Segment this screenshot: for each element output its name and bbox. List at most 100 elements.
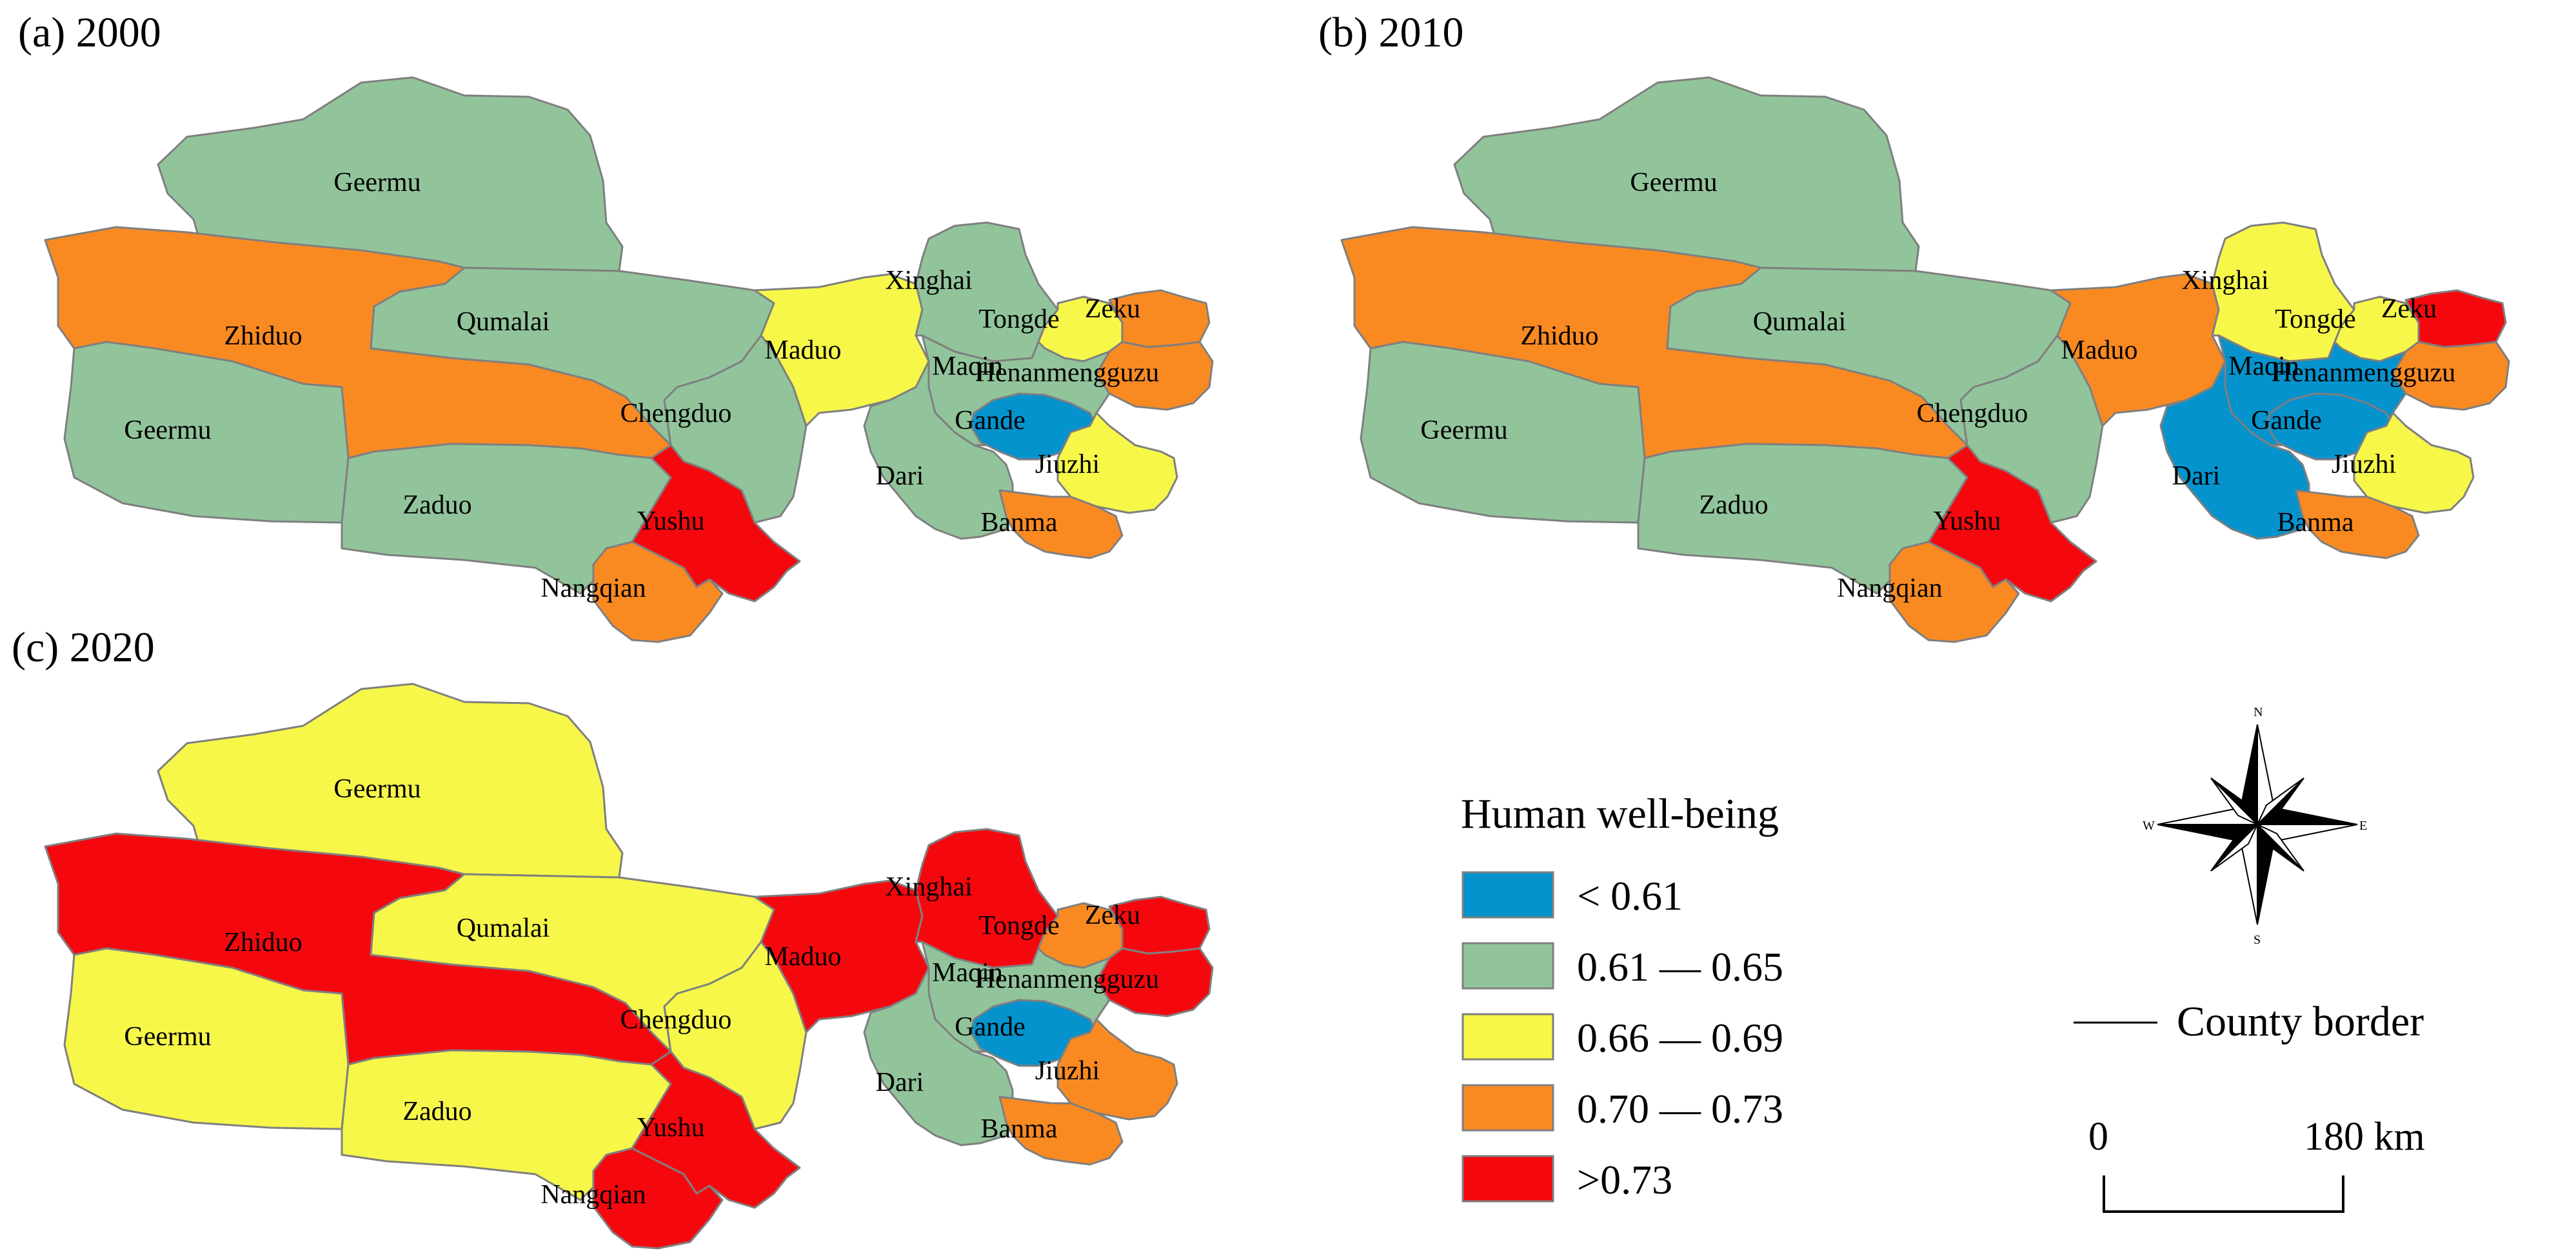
- county-label-zeku: Zeku: [1085, 901, 1140, 930]
- county-label-maduo: Maduo: [2061, 335, 2138, 365]
- scale-bar-line: [2103, 1175, 2344, 1213]
- county-nangqian: [592, 1147, 724, 1250]
- legend-swatch: [1461, 1155, 1554, 1203]
- compass-south-label: S: [2254, 933, 2261, 947]
- county-label-maqin: Maqin: [932, 352, 1003, 381]
- county-label-banma: Banma: [981, 508, 1058, 537]
- county-label-maduo: Maduo: [765, 335, 842, 365]
- county-label-yushu: Yushu: [1933, 506, 2001, 536]
- legend-label: 0.61 — 0.65: [1577, 944, 1783, 990]
- county-jiuzhi: [2353, 412, 2475, 514]
- county-map: Geermu Zhiduo Geermu Qumalai Zaduo Chengduo Yu…: [44, 683, 1214, 1250]
- county-banma: [2295, 489, 2420, 559]
- county-label-tongde: Tongde: [978, 911, 1059, 941]
- county-nangqian: [592, 541, 724, 643]
- county-geermu_n: [157, 76, 624, 272]
- county-label-nangqian: Nangqian: [1837, 574, 1942, 603]
- legend-swatch: [1461, 871, 1554, 919]
- compass-north-label: N: [2254, 705, 2263, 719]
- county-label-jiuzhi: Jiuzhi: [1035, 1056, 1100, 1086]
- county-label-yushu: Yushu: [637, 1113, 704, 1143]
- county-label-jiuzhi: Jiuzhi: [1035, 450, 1100, 479]
- north-arrow-icon: N S E W: [2143, 705, 2367, 947]
- county-label-gande: Gande: [2251, 406, 2322, 435]
- county-zeku: [1108, 895, 1211, 955]
- county-label-geermu_n: Geermu: [1630, 168, 1717, 197]
- county-label-xinghai: Xinghai: [885, 872, 972, 902]
- panel-title: (a) 2000: [18, 9, 161, 56]
- county-dari: [2159, 360, 2310, 540]
- map-panel-3: (c) 2020 Geermu Zhiduo Geermu Qumalai Zaduo Ch…: [12, 624, 1214, 1250]
- county-label-zeku: Zeku: [2381, 294, 2437, 324]
- county-zeku: [1108, 289, 1211, 348]
- county-label-henan: Henanmengguzu: [976, 358, 1160, 388]
- scale-bar: 0 180 km: [2088, 1115, 2425, 1213]
- legend-swatch: [1461, 1013, 1554, 1061]
- county-label-zaduo: Zaduo: [1699, 490, 1768, 520]
- county-label-geermu_n: Geermu: [333, 774, 421, 804]
- county-label-henan: Henanmengguzu: [2272, 358, 2456, 388]
- county-label-tongde: Tongde: [2275, 305, 2355, 334]
- county-label-maqin: Maqin: [932, 958, 1003, 988]
- county-label-dari: Dari: [2172, 461, 2221, 491]
- compass-west-label: W: [2143, 819, 2155, 833]
- county-label-qumalai: Qumalai: [457, 914, 550, 943]
- county-label-zhiduo: Zhiduo: [1520, 321, 1598, 351]
- county-label-geermu_s: Geermu: [124, 1022, 211, 1052]
- panel-title: (c) 2020: [12, 624, 155, 671]
- county-label-gande: Gande: [955, 406, 1025, 435]
- county-label-nangqian: Nangqian: [540, 574, 646, 603]
- legend-title: Human well-being: [1461, 790, 1779, 837]
- county-label-geermu_s: Geermu: [124, 415, 211, 445]
- county-label-tongde: Tongde: [978, 305, 1059, 334]
- county-label-dari: Dari: [876, 1068, 924, 1097]
- legend-items: < 0.61 0.61 — 0.65 0.66 — 0.69 0.70 — 0.73 >…: [1461, 871, 1783, 1203]
- legend: Human well-being < 0.61 0.61 — 0.65 0.66 —…: [1461, 790, 1783, 1203]
- county-label-chengduo: Chengduo: [620, 399, 732, 428]
- county-label-qumalai: Qumalai: [457, 307, 550, 337]
- county-label-jiuzhi: Jiuzhi: [2332, 450, 2396, 479]
- county-map: Geermu Zhiduo Geermu Qumalai Zaduo Chengduo Yu…: [1340, 76, 2510, 643]
- county-label-zeku: Zeku: [1085, 294, 1140, 324]
- panel-title: (b) 2010: [1318, 9, 1463, 56]
- county-label-henan: Henanmengguzu: [976, 965, 1160, 994]
- county-label-zaduo: Zaduo: [402, 490, 471, 520]
- county-label-qumalai: Qumalai: [1753, 307, 1847, 337]
- county-label-geermu_s: Geermu: [1420, 415, 1507, 445]
- county-label-chengduo: Chengduo: [620, 1005, 732, 1035]
- map-panel-2: (b) 2010 Geermu Zhiduo Geermu Qumalai Zaduo Ch…: [1318, 9, 2510, 643]
- county-label-xinghai: Xinghai: [885, 266, 972, 295]
- legend-label: >0.73: [1577, 1157, 1672, 1203]
- legend-label: < 0.61: [1577, 873, 1683, 919]
- county-jiuzhi: [1056, 1018, 1178, 1121]
- county-border-label: County border: [2177, 998, 2424, 1045]
- county-dari: [863, 966, 1014, 1146]
- legend-label: 0.66 — 0.69: [1577, 1015, 1783, 1061]
- scale-start-label: 0: [2088, 1115, 2108, 1159]
- scale-end-label: 180 km: [2304, 1115, 2425, 1159]
- county-jiuzhi: [1056, 412, 1178, 514]
- map-panels: (a) 2000 Geermu Zhiduo Geermu Qumalai Zaduo Ch…: [12, 9, 2510, 1250]
- county-label-zhiduo: Zhiduo: [224, 928, 302, 957]
- county-label-banma: Banma: [981, 1114, 1058, 1144]
- legend-label: 0.70 — 0.73: [1577, 1086, 1783, 1132]
- county-banma: [998, 1095, 1124, 1166]
- legend-swatch: [1461, 1084, 1554, 1132]
- county-label-nangqian: Nangqian: [540, 1180, 646, 1210]
- county-label-zhiduo: Zhiduo: [224, 321, 302, 351]
- legend-swatch: [1461, 942, 1554, 990]
- county-dari: [863, 360, 1014, 540]
- county-label-chengduo: Chengduo: [1917, 399, 2028, 428]
- county-label-maduo: Maduo: [765, 942, 842, 972]
- county-label-xinghai: Xinghai: [2181, 266, 2268, 295]
- map-panel-1: (a) 2000 Geermu Zhiduo Geermu Qumalai Zaduo Ch…: [18, 9, 1214, 643]
- county-border-key: County border: [2074, 998, 2424, 1045]
- county-banma: [998, 489, 1124, 559]
- county-label-dari: Dari: [876, 461, 924, 491]
- county-label-yushu: Yushu: [637, 506, 704, 536]
- county-geermu_n: [1453, 76, 1920, 272]
- county-map: Geermu Zhiduo Geermu Qumalai Zaduo Chengduo Yu…: [44, 76, 1214, 643]
- county-label-geermu_n: Geermu: [333, 168, 421, 197]
- county-label-gande: Gande: [955, 1012, 1025, 1042]
